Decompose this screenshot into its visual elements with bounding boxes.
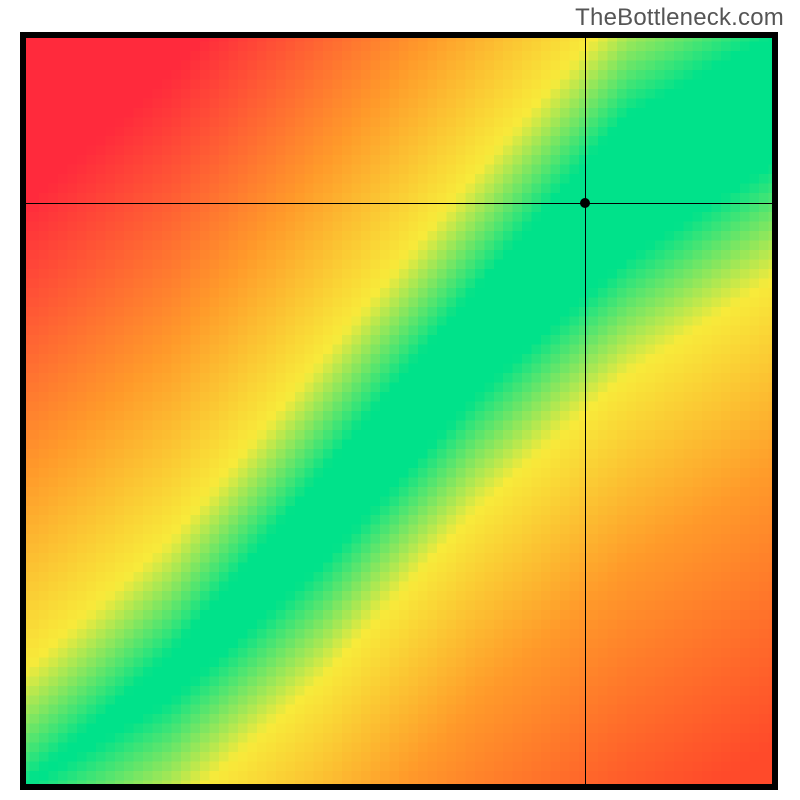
plot-area (20, 32, 778, 790)
chart-container: TheBottleneck.com (0, 0, 800, 800)
watermark-text: TheBottleneck.com (575, 4, 784, 32)
heatmap-canvas (20, 32, 778, 790)
